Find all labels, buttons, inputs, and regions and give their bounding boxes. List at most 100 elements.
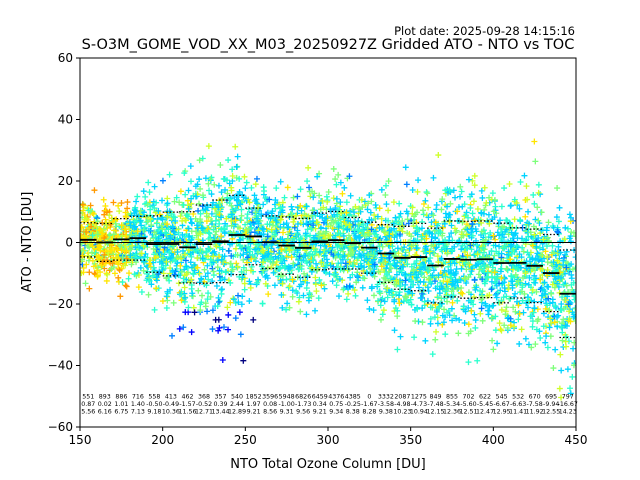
- scatter-point: [146, 189, 153, 196]
- scatter-point: [207, 256, 214, 263]
- scatter-point: [188, 276, 195, 283]
- bin-count-label: 695: [545, 394, 557, 401]
- scatter-point: [264, 243, 271, 250]
- bin-mean-label: -7.58: [527, 401, 543, 408]
- scatter-point: [259, 270, 266, 277]
- scatter-point: [252, 209, 259, 216]
- scatter-point: [167, 235, 174, 242]
- scatter-point: [203, 213, 210, 220]
- scatter-point: [269, 222, 276, 229]
- scatter-point: [146, 277, 153, 284]
- scatter-point: [215, 253, 222, 260]
- bin-std-label: 12.71: [195, 408, 213, 415]
- scatter-point: [202, 273, 209, 280]
- scatter-point: [205, 143, 212, 150]
- scatter-point: [140, 209, 147, 216]
- scatter-point: [204, 270, 211, 277]
- scatter-point: [196, 157, 203, 164]
- scatter-point: [86, 285, 93, 292]
- scatter-point: [219, 195, 226, 202]
- scatter-point: [188, 220, 195, 227]
- scatter-point: [245, 244, 252, 251]
- scatter-point: [176, 199, 183, 206]
- scatter-point: [126, 270, 133, 277]
- scatter-point: [236, 309, 243, 316]
- bin-std-label: 8.28: [362, 408, 376, 415]
- scatter-point: [92, 249, 99, 256]
- scatter-point: [194, 225, 201, 232]
- scatter-point: [132, 244, 139, 251]
- bin-count-label: 5948: [279, 394, 295, 401]
- scatter-point: [225, 311, 232, 318]
- scatter-point: [225, 248, 232, 255]
- scatter-point: [204, 308, 211, 315]
- scatter-point: [101, 234, 108, 241]
- plot-date: Plot date: 2025-09-28 14:15:16: [394, 24, 575, 38]
- scatter-point: [94, 257, 101, 264]
- scatter-point: [252, 255, 259, 262]
- scatter-point: [225, 326, 232, 333]
- bin-mean-label: 0.87: [81, 401, 95, 408]
- scatter-point: [255, 207, 262, 214]
- scatter-point: [102, 248, 109, 255]
- scatter-point: [269, 260, 276, 267]
- scatter-point: [234, 252, 241, 259]
- bin-std-label: 5.56: [81, 408, 95, 415]
- bin-std-label: 9.21: [313, 408, 327, 415]
- x-tick-label: 250: [234, 433, 257, 447]
- x-tick-label: 300: [317, 433, 340, 447]
- scatter-point: [227, 299, 234, 306]
- scatter-point: [248, 256, 255, 263]
- bin-mean-label: 0.75: [329, 401, 343, 408]
- scatter-point: [153, 285, 160, 292]
- y-tick-label: −40: [48, 359, 73, 373]
- scatter-point: [226, 196, 233, 203]
- scatter-point: [236, 188, 243, 195]
- scatter-point: [188, 195, 195, 202]
- scatter-point: [83, 228, 90, 235]
- scatter-point: [144, 201, 151, 208]
- scatter-point: [236, 273, 243, 280]
- bin-std-label: 12.55: [542, 408, 560, 415]
- scatter-point: [261, 252, 268, 259]
- scatter-point: [146, 260, 153, 267]
- scatter-point: [195, 200, 202, 207]
- bin-std-label: 12.89: [228, 408, 246, 415]
- bin-count-label: 622: [479, 394, 491, 401]
- scatter-point: [118, 199, 125, 206]
- scatter-point: [123, 283, 130, 290]
- scatter-point: [151, 183, 158, 190]
- scatter-point: [182, 294, 189, 301]
- bin-std-label: 13.44: [212, 408, 230, 415]
- scatter-point: [177, 213, 184, 220]
- scatter-point: [132, 231, 139, 238]
- bin-std-label: 11.56: [178, 408, 196, 415]
- bin-count-label: 413: [165, 394, 177, 401]
- scatter-point: [243, 179, 250, 186]
- scatter-point: [221, 276, 228, 283]
- scatter-point: [147, 263, 154, 270]
- scatter-point: [104, 271, 111, 278]
- scatter-point: [220, 324, 227, 331]
- scatter-point: [196, 279, 203, 286]
- bin-count-label: 558: [148, 394, 160, 401]
- scatter-point: [94, 267, 101, 274]
- scatter-point: [233, 163, 240, 170]
- bin-std-label: 10.36: [162, 408, 180, 415]
- scatter-point: [180, 201, 187, 208]
- scatter-point: [163, 230, 170, 237]
- scatter-point: [103, 277, 110, 284]
- scatter-point: [250, 316, 257, 323]
- scatter-point: [183, 217, 190, 224]
- scatter-point: [179, 247, 186, 254]
- scatter-point: [198, 292, 205, 299]
- bin-std-label: 6.16: [98, 408, 112, 415]
- scatter-point: [213, 283, 220, 290]
- scatter-point: [236, 175, 243, 182]
- scatter-point: [199, 203, 206, 210]
- scatter-point: [147, 206, 154, 213]
- scatter-point: [220, 175, 227, 182]
- x-axis-label: NTO Total Ozone Column [DU]: [230, 457, 426, 472]
- scatter-point: [217, 161, 224, 168]
